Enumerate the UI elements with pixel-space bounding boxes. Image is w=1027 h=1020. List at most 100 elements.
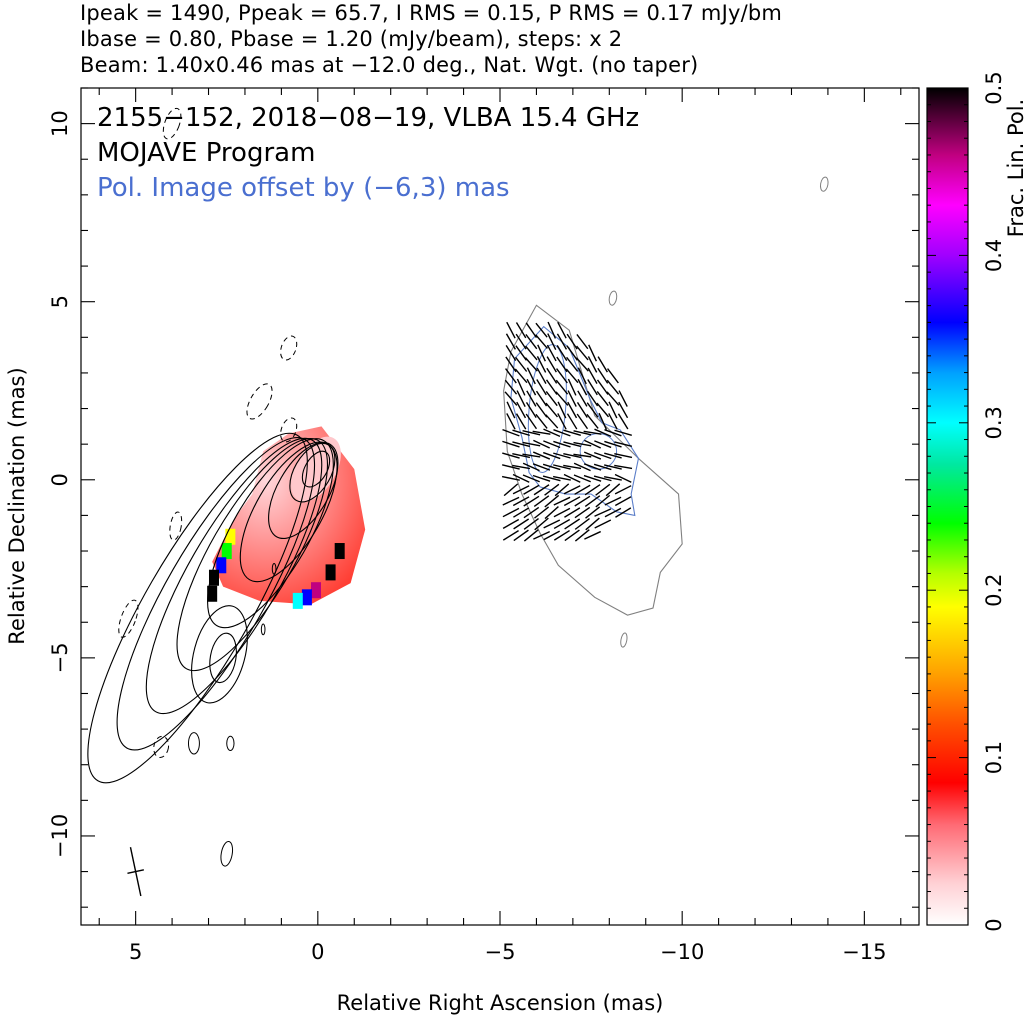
negative-contour — [280, 335, 298, 361]
evpa-vector — [522, 430, 541, 436]
evpa-vector — [604, 496, 622, 506]
pol-fill-edge-pixel — [325, 564, 336, 581]
stokes-i-contour — [207, 438, 334, 629]
negative-contour — [280, 417, 298, 443]
evpa-vector — [584, 439, 601, 449]
evpa-vector — [586, 390, 599, 407]
evpa-vectors — [501, 321, 633, 542]
evpa-vector — [553, 452, 571, 459]
evpa-vector — [525, 345, 538, 361]
evpa-vector — [545, 391, 558, 407]
evpa-vector — [608, 401, 618, 419]
evpa-vector — [577, 378, 588, 396]
evpa-vector — [615, 507, 632, 518]
evpa-vector — [604, 440, 622, 448]
evpa-vector — [614, 496, 632, 507]
evpa-vector — [512, 452, 531, 459]
stokes-i-contour — [87, 432, 308, 784]
evpa-vector — [597, 356, 608, 373]
evpa-vector — [547, 321, 557, 339]
evpa-vector — [537, 344, 546, 362]
evpa-vector — [535, 322, 548, 338]
evpa-vector — [522, 441, 541, 447]
colorbar-tick-label: 0.2 — [982, 573, 1006, 606]
evpa-vector — [583, 430, 602, 435]
pol-fill-edge-pixel — [208, 569, 219, 586]
pol-fill-edge-pixel — [207, 585, 218, 602]
evpa-vector — [535, 413, 548, 429]
evpa-vector — [512, 464, 531, 470]
evpa-vector — [586, 402, 599, 418]
evpa-vector — [532, 463, 551, 471]
evpa-vector — [504, 379, 518, 395]
negative-contour — [153, 735, 170, 759]
stokes-i-contours — [87, 432, 339, 867]
x-tick-label: −5 — [485, 940, 516, 964]
evpa-vector — [543, 440, 561, 449]
colorbar-tick-label: 0.5 — [982, 71, 1006, 104]
y-axis-title: Relative Declination (mas) — [5, 367, 29, 644]
header-line-3: Beam: 1.40x0.46 mas at −12.0 deg., Nat. … — [80, 53, 699, 77]
evpa-vector — [543, 428, 561, 438]
evpa-vector — [553, 518, 571, 530]
evpa-vector — [584, 484, 601, 496]
evpa-vector — [516, 401, 527, 419]
x-axis-title: Relative Right Ascension (mas) — [337, 991, 664, 1015]
pol-fill-core-highlight — [291, 436, 341, 502]
evpa-vector — [557, 401, 567, 419]
evpa-vector — [535, 334, 548, 349]
evpa-vector — [523, 506, 540, 519]
evpa-vector — [573, 453, 592, 458]
stokes-i-contour — [191, 605, 248, 704]
evpa-vector — [546, 356, 557, 373]
evpa-vector — [502, 530, 519, 541]
evpa-vector — [523, 529, 539, 542]
evpa-vector — [595, 483, 611, 496]
negative-contour — [118, 599, 139, 638]
evpa-vector — [544, 483, 560, 496]
evpa-vector — [513, 507, 530, 518]
evpa-vector — [597, 367, 609, 384]
colorbar-label: Frac. Lin. Pol. — [1004, 99, 1027, 237]
evpa-vector — [505, 368, 517, 384]
evpa-vector — [574, 529, 590, 542]
stokes-i-contour — [176, 437, 329, 672]
colorbar-tick-label: 0.4 — [982, 239, 1006, 272]
evpa-vector — [523, 517, 539, 530]
evpa-vector — [553, 464, 571, 470]
axis-ticks — [81, 87, 919, 925]
evpa-vector — [563, 441, 582, 448]
stokes-i-contour — [271, 562, 277, 575]
plot-frame — [80, 87, 920, 926]
evpa-vector — [525, 402, 537, 418]
evpa-vector — [523, 484, 540, 495]
evpa-vector — [506, 321, 516, 339]
evpa-vector — [546, 344, 557, 362]
evpa-vector — [533, 495, 550, 508]
x-tick-label: −15 — [842, 940, 886, 964]
pol-fill-edge-pixel — [221, 543, 232, 560]
stokes-i-contour — [226, 735, 235, 751]
evpa-vector — [533, 484, 550, 496]
stokes-i-contour — [145, 437, 323, 715]
evpa-vector — [512, 496, 530, 507]
evpa-vector — [543, 451, 561, 460]
colorbar-ticks: 0 0.1 0.2 0.3 0.4 0.5 — [927, 71, 1006, 932]
evpa-vector — [585, 517, 600, 531]
colorbar-tick-label: 0.1 — [982, 741, 1006, 774]
evpa-vector — [576, 402, 588, 418]
evpa-vector — [515, 356, 528, 372]
evpa-vector — [574, 484, 591, 495]
evpa-vector — [614, 453, 633, 459]
evpa-vector — [576, 345, 589, 361]
evpa-vector — [563, 429, 581, 437]
evpa-vector — [594, 428, 612, 438]
evpa-vector — [505, 344, 517, 361]
evpa-vector — [587, 367, 598, 384]
evpa-vector — [514, 368, 528, 384]
evpa-vector — [505, 333, 517, 350]
pol-fill-edge-pixel — [301, 589, 312, 606]
evpa-vector — [574, 517, 590, 530]
pol-fill-edge-pixel — [225, 528, 236, 545]
evpa-vector — [563, 464, 582, 470]
